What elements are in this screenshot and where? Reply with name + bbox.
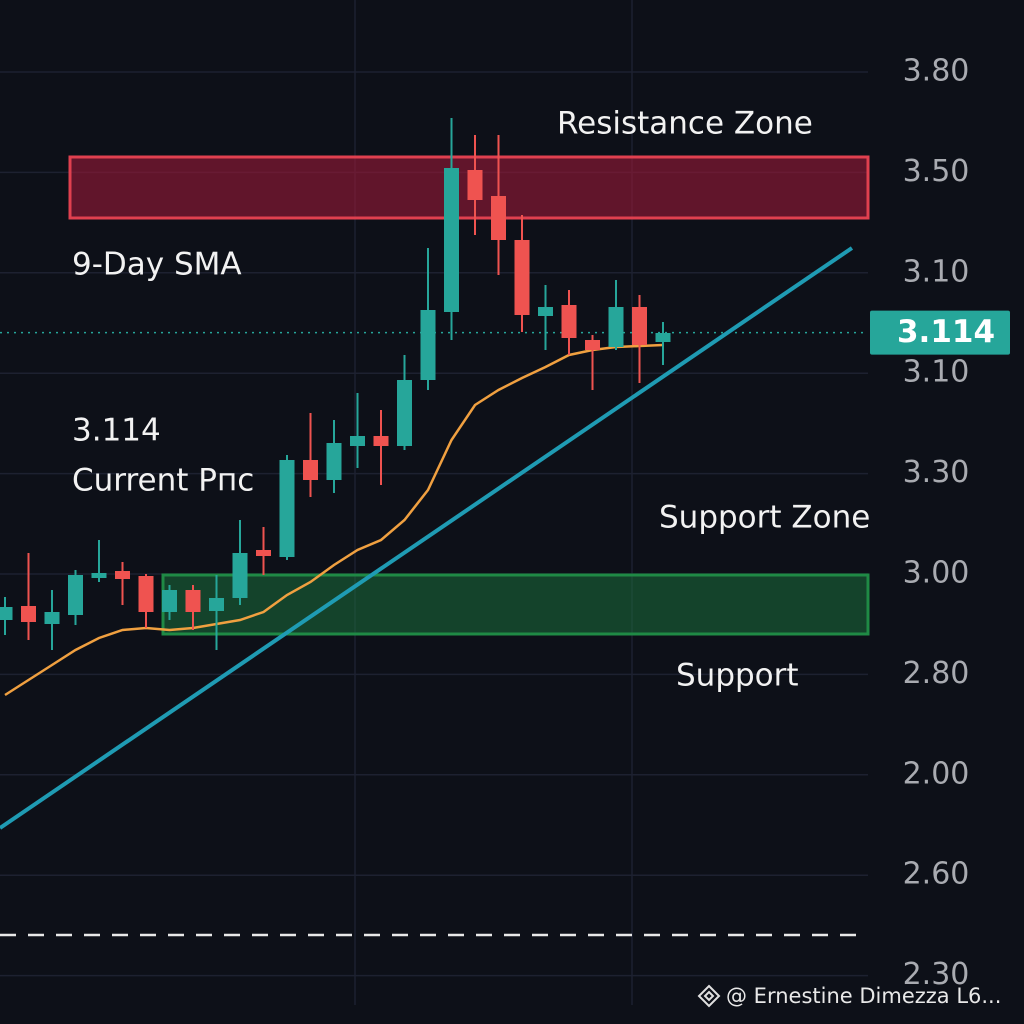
candle-body xyxy=(491,196,506,240)
candle-body xyxy=(444,168,459,312)
y-axis-label: 2.30 xyxy=(903,957,970,992)
y-axis-label: 3.50 xyxy=(903,154,970,189)
price-tag-label: 3.114 xyxy=(897,314,995,350)
candle-body xyxy=(397,380,412,446)
y-axis-label: 2.80 xyxy=(903,656,970,691)
y-axis-label: 3.00 xyxy=(903,556,970,591)
candle-body xyxy=(514,240,530,315)
plot: 3.80 3.50 3.10 3.10 3.30 3.00 2.80 2.00 2.60 2.30… xyxy=(0,54,1010,992)
price-tag xyxy=(870,310,1010,355)
candle-body xyxy=(350,436,365,446)
y-axis-label: 3.10 xyxy=(903,254,970,289)
candle-body xyxy=(44,612,60,624)
watermark-icon xyxy=(697,984,721,1008)
candle-body xyxy=(162,590,177,612)
annotation: 9-Day SMA xyxy=(72,247,242,283)
y-axis-label: 3.30 xyxy=(903,455,970,490)
watermark: @ Ernestine Dimezza L6... xyxy=(726,984,1001,1008)
candle-body xyxy=(0,607,13,620)
candle-body xyxy=(185,590,201,612)
sma-line xyxy=(4,343,664,697)
y-axis-label: 2.00 xyxy=(903,756,970,791)
y-axis-label: 3.10 xyxy=(903,355,970,390)
candle-body xyxy=(420,310,436,380)
y-axis-label: 2.60 xyxy=(903,857,970,892)
candle-body xyxy=(655,333,671,342)
candle-body xyxy=(209,598,224,611)
candle-body xyxy=(21,606,36,622)
candle-body xyxy=(608,307,624,347)
trendline xyxy=(0,246,854,830)
candle-body xyxy=(467,170,483,200)
candle-body xyxy=(326,443,342,480)
annotation: Resistance Zone xyxy=(557,106,813,142)
candle-body xyxy=(303,460,318,480)
candle-body xyxy=(68,575,83,615)
zone xyxy=(68,155,870,220)
candle-body xyxy=(373,436,389,446)
candle-body xyxy=(561,305,577,338)
candle-body xyxy=(585,340,600,350)
candle-body xyxy=(91,573,107,578)
annotation: 3.114 xyxy=(72,413,161,449)
candle-body xyxy=(256,550,271,556)
annotation: Support Zone xyxy=(659,500,870,536)
annotation: Current Pпс xyxy=(72,463,254,499)
candle-body xyxy=(138,576,154,612)
candle-body xyxy=(232,553,248,598)
candle-body xyxy=(538,307,553,316)
zone xyxy=(161,573,870,636)
candle-body xyxy=(115,571,130,579)
candle-body xyxy=(632,307,647,345)
candle-body xyxy=(279,460,295,557)
annotation: Support xyxy=(676,658,799,694)
y-axis-label: 3.80 xyxy=(903,54,970,89)
